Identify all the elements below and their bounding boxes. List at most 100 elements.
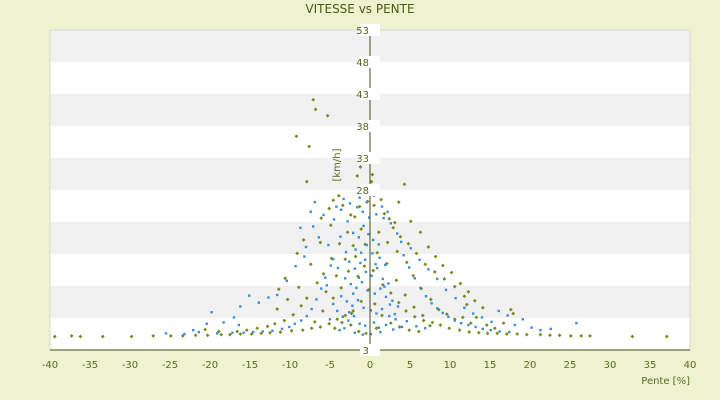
data-point bbox=[331, 296, 336, 301]
data-point bbox=[484, 323, 489, 327]
data-point bbox=[348, 323, 353, 327]
data-point bbox=[508, 330, 511, 334]
data-point bbox=[315, 298, 318, 301]
x-tick-label: -15 bbox=[242, 360, 258, 371]
data-point bbox=[325, 113, 330, 118]
data-point bbox=[411, 273, 416, 278]
data-point bbox=[371, 252, 374, 255]
y-tick-label: 53 bbox=[356, 26, 369, 37]
data-point bbox=[362, 224, 365, 228]
data-point bbox=[328, 223, 333, 228]
data-point bbox=[355, 286, 358, 290]
x-axis-ticks: -40 -35 -30 -25 -20 -15 -10 -5 0 5 10 15 20 25 30 35 40 bbox=[42, 360, 697, 371]
data-point bbox=[343, 327, 346, 330]
data-point bbox=[423, 262, 428, 267]
data-point bbox=[438, 323, 443, 327]
data-point bbox=[301, 238, 306, 242]
data-point bbox=[368, 216, 371, 219]
data-point bbox=[255, 326, 260, 331]
data-point bbox=[359, 299, 364, 304]
x-tick-label: 15 bbox=[484, 360, 497, 371]
data-point bbox=[447, 315, 450, 318]
data-point bbox=[377, 326, 380, 329]
data-point bbox=[415, 325, 418, 328]
data-point bbox=[309, 326, 314, 331]
data-point bbox=[575, 321, 578, 325]
data-point bbox=[370, 274, 373, 277]
y-tick-bg bbox=[360, 120, 380, 132]
data-point bbox=[389, 222, 392, 225]
data-point bbox=[295, 251, 300, 256]
data-point bbox=[481, 327, 484, 331]
data-point bbox=[497, 309, 500, 313]
data-point bbox=[388, 291, 393, 295]
data-point bbox=[501, 321, 506, 326]
data-point bbox=[361, 333, 364, 336]
data-point bbox=[100, 334, 105, 339]
data-point bbox=[325, 284, 328, 287]
data-point bbox=[440, 263, 445, 268]
data-point bbox=[464, 302, 469, 307]
data-point bbox=[530, 326, 533, 329]
data-point bbox=[414, 251, 419, 256]
data-point bbox=[400, 240, 403, 244]
data-point bbox=[336, 193, 341, 198]
data-point bbox=[355, 174, 360, 178]
data-point bbox=[280, 327, 284, 331]
data-point bbox=[480, 316, 484, 319]
data-point bbox=[408, 266, 411, 269]
data-point bbox=[358, 165, 363, 169]
data-point bbox=[228, 332, 232, 337]
data-point bbox=[395, 249, 400, 254]
data-point bbox=[324, 289, 328, 294]
data-point bbox=[339, 286, 344, 290]
data-point bbox=[403, 293, 408, 297]
data-point bbox=[235, 329, 240, 334]
data-point bbox=[513, 323, 516, 327]
data-point bbox=[276, 287, 281, 292]
data-point bbox=[294, 264, 297, 268]
y-axis-ticks: 3 28 33 38 43 48 53 bbox=[356, 24, 380, 357]
data-point bbox=[436, 277, 439, 281]
data-point bbox=[418, 258, 421, 261]
data-point bbox=[406, 241, 411, 246]
data-point bbox=[352, 314, 356, 318]
x-tick-label: -25 bbox=[162, 360, 178, 371]
data-point bbox=[344, 277, 347, 280]
data-point bbox=[447, 326, 452, 331]
data-point bbox=[346, 269, 351, 274]
x-tick-label: 10 bbox=[444, 360, 457, 371]
data-point bbox=[348, 202, 352, 205]
data-point bbox=[285, 297, 290, 302]
data-point bbox=[374, 326, 379, 331]
data-point bbox=[296, 285, 301, 290]
data-point bbox=[396, 200, 401, 205]
data-point bbox=[408, 219, 413, 224]
x-axis-title: Pente [%] bbox=[641, 376, 690, 387]
data-point bbox=[337, 241, 342, 246]
data-point bbox=[271, 329, 274, 332]
data-point bbox=[388, 314, 391, 318]
data-point bbox=[370, 172, 375, 177]
data-point bbox=[324, 276, 327, 279]
data-point bbox=[430, 320, 435, 325]
data-point bbox=[458, 281, 463, 286]
data-point bbox=[400, 325, 404, 329]
data-point bbox=[498, 330, 501, 333]
data-point bbox=[364, 258, 367, 261]
data-point bbox=[396, 305, 400, 308]
x-tick-label: 20 bbox=[524, 360, 537, 371]
x-tick-label: -10 bbox=[282, 360, 298, 371]
data-point bbox=[472, 298, 477, 303]
data-point bbox=[332, 257, 335, 261]
data-point bbox=[394, 318, 397, 321]
chart-title: VITESSE vs PENTE bbox=[305, 2, 415, 16]
data-point bbox=[342, 197, 345, 201]
data-point bbox=[359, 261, 362, 265]
data-point bbox=[205, 322, 208, 325]
data-point bbox=[335, 317, 340, 322]
data-point bbox=[369, 309, 372, 312]
data-point bbox=[252, 330, 255, 334]
data-point bbox=[418, 230, 423, 235]
data-point bbox=[312, 319, 317, 324]
